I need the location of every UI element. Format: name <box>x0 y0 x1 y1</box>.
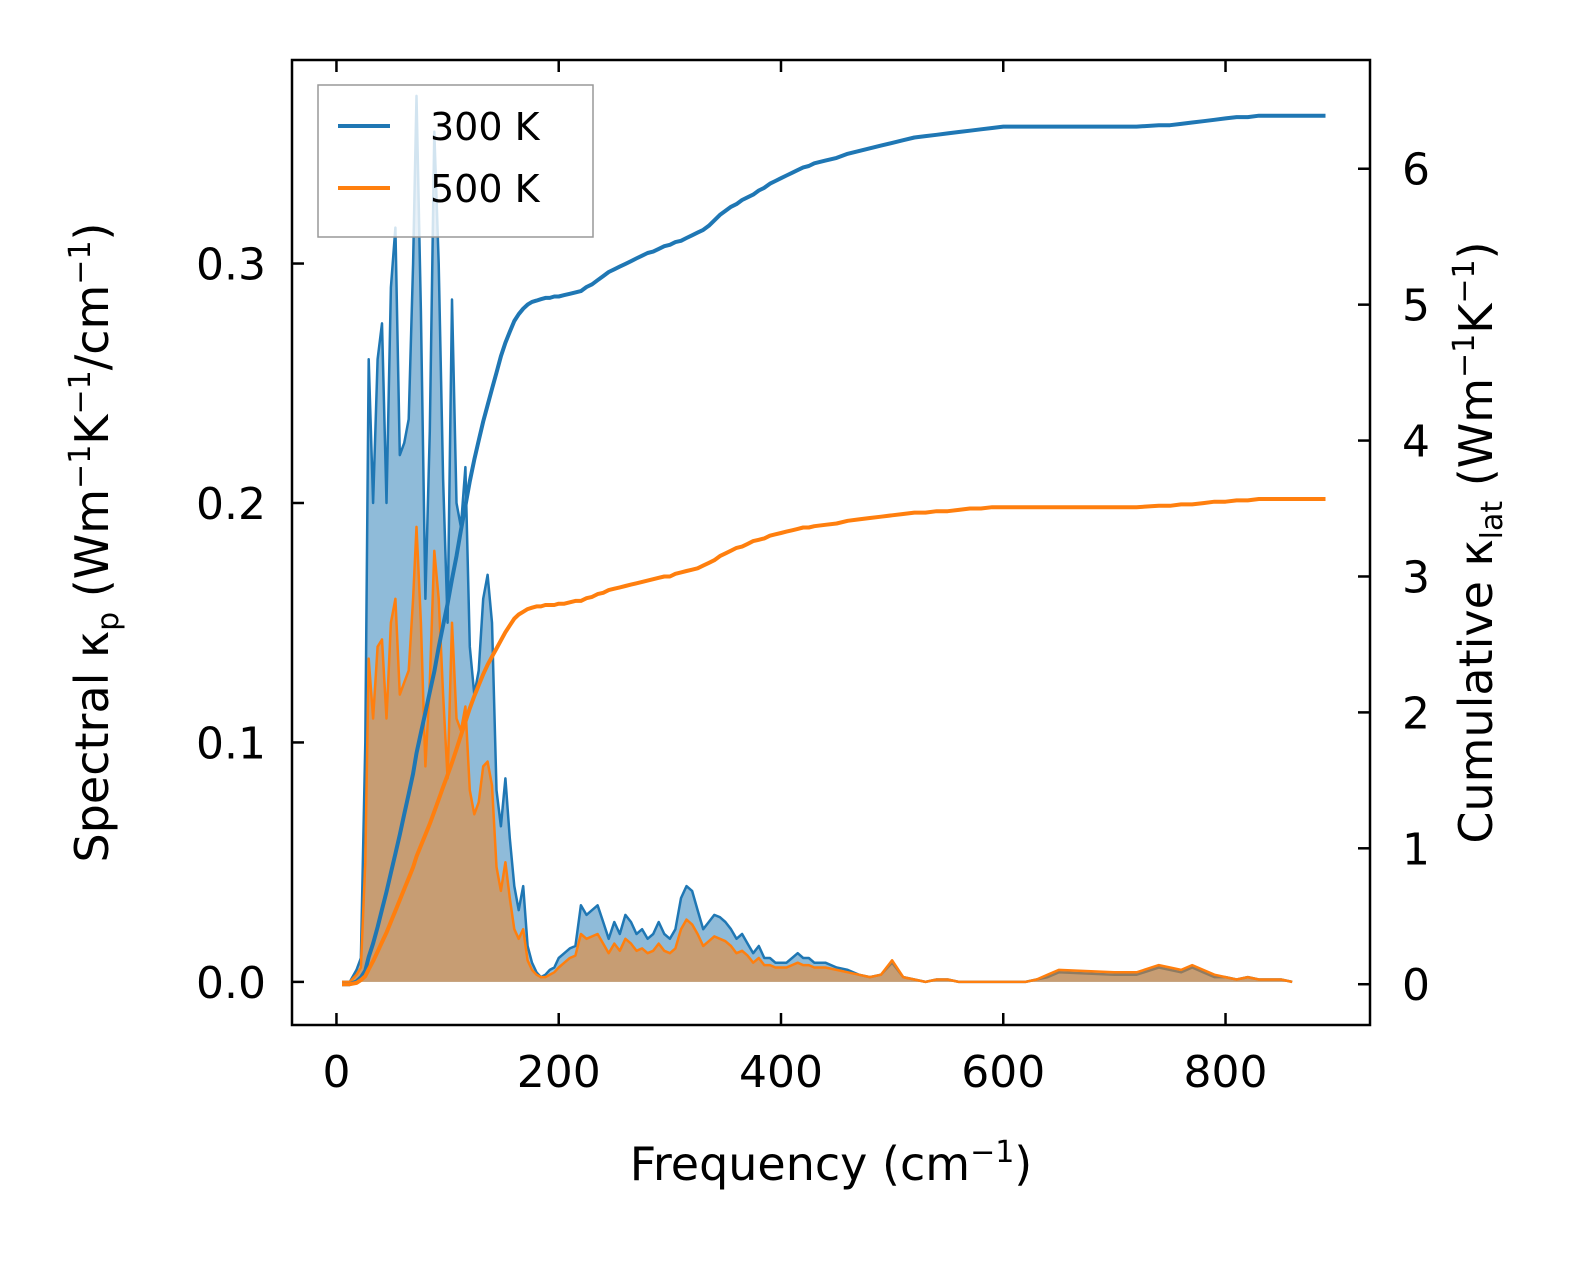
ytick-label-right: 6 <box>1402 145 1430 196</box>
ytick-label-right: 3 <box>1402 552 1430 603</box>
legend-box <box>317 84 594 238</box>
spectral-area-500k <box>342 525 1293 984</box>
ytick-label-right: 1 <box>1402 824 1430 875</box>
plot-frame <box>290 58 1372 1027</box>
ytick-label-right: 4 <box>1402 417 1430 468</box>
legend-label-300k: 300 K <box>430 105 541 149</box>
y-axis-title-right: Cumulative κlat (Wm−1K−1) <box>1447 241 1510 843</box>
xtick-label: 400 <box>739 1047 823 1098</box>
ytick-label-right: 5 <box>1402 281 1430 332</box>
ytick-label-right: 0 <box>1402 960 1430 1011</box>
ytick-label-left: 0.1 <box>196 718 266 769</box>
xtick-label: 600 <box>961 1047 1045 1098</box>
ytick-label-left: 0.3 <box>196 240 266 291</box>
y-axis-title-left: Spectral κp (Wm−1K−1/cm−1) <box>63 223 126 863</box>
ytick-label-left: 0.2 <box>196 479 266 530</box>
legend: 300 K 500 K <box>317 84 594 238</box>
cumulative-lines <box>342 113 1326 987</box>
axis-ticks <box>292 60 1370 1025</box>
x-axis-title: Frequency (cm−1) <box>630 1135 1033 1191</box>
xtick-label: 800 <box>1184 1047 1268 1098</box>
axis-labels: 0 200 400 600 800 0.0 0.1 0.2 0.3 0 1 2 3 4 5 6 Frequenc… <box>63 145 1510 1191</box>
ytick-label-right: 2 <box>1402 688 1430 739</box>
xtick-label: 0 <box>322 1047 350 1098</box>
xtick-label: 200 <box>517 1047 601 1098</box>
cumulative-line-300k <box>342 113 1326 987</box>
cumulative-line-500k <box>342 497 1326 987</box>
ytick-label-left: 0.0 <box>196 958 266 1009</box>
spectral-fill-areas <box>342 94 1293 984</box>
legend-label-500k: 500 K <box>430 167 541 211</box>
